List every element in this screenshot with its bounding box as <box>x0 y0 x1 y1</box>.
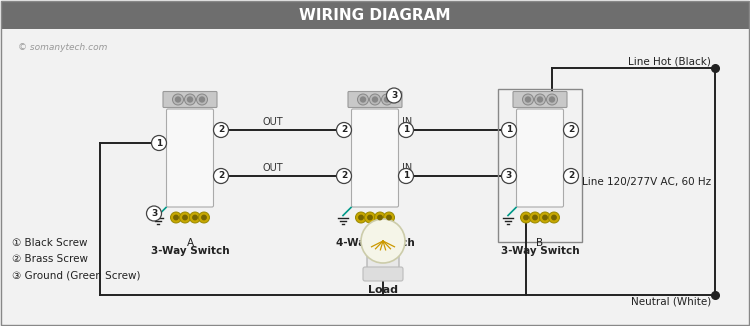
Circle shape <box>358 94 368 105</box>
Circle shape <box>502 169 517 184</box>
Circle shape <box>196 94 208 105</box>
FancyBboxPatch shape <box>166 109 214 207</box>
Circle shape <box>200 97 205 102</box>
Circle shape <box>193 215 197 220</box>
Text: 3: 3 <box>506 171 512 181</box>
Circle shape <box>188 97 193 102</box>
Text: 3: 3 <box>391 91 398 100</box>
Circle shape <box>358 215 363 220</box>
Circle shape <box>524 215 528 220</box>
Circle shape <box>214 123 229 138</box>
Text: 4-Way Switch: 4-Way Switch <box>336 239 414 248</box>
Circle shape <box>535 94 545 105</box>
Circle shape <box>172 94 184 105</box>
Text: 1: 1 <box>403 126 410 135</box>
Circle shape <box>547 94 557 105</box>
Circle shape <box>370 94 380 105</box>
Text: IN: IN <box>402 117 412 127</box>
Circle shape <box>548 212 560 223</box>
Text: 1: 1 <box>506 126 512 135</box>
Bar <box>498 88 582 242</box>
Text: OUT: OUT <box>262 117 283 127</box>
Circle shape <box>361 219 405 263</box>
Text: 1: 1 <box>156 139 162 147</box>
Circle shape <box>183 215 188 220</box>
Circle shape <box>550 97 554 102</box>
Circle shape <box>174 215 178 220</box>
Circle shape <box>337 169 352 184</box>
Circle shape <box>176 97 181 102</box>
Circle shape <box>543 215 548 220</box>
Circle shape <box>530 212 541 223</box>
Circle shape <box>520 212 532 223</box>
Circle shape <box>374 212 386 223</box>
Circle shape <box>563 123 578 138</box>
Circle shape <box>146 206 161 221</box>
Circle shape <box>378 215 382 220</box>
Text: OUT: OUT <box>262 163 283 173</box>
Circle shape <box>214 169 229 184</box>
Circle shape <box>387 215 392 220</box>
Text: 2: 2 <box>568 126 574 135</box>
Circle shape <box>532 215 537 220</box>
Text: Load: Load <box>368 285 398 295</box>
Circle shape <box>563 169 578 184</box>
Text: ③ Ground (Green Screw): ③ Ground (Green Screw) <box>12 270 140 280</box>
Circle shape <box>199 212 209 223</box>
Circle shape <box>539 212 550 223</box>
FancyBboxPatch shape <box>367 253 399 275</box>
Circle shape <box>398 169 413 184</box>
Text: Line Hot (Black): Line Hot (Black) <box>628 57 711 67</box>
Text: B: B <box>536 239 544 248</box>
Circle shape <box>383 212 394 223</box>
Text: ② Brass Screw: ② Brass Screw <box>12 254 88 264</box>
Circle shape <box>190 212 200 223</box>
Text: Neutral (White): Neutral (White) <box>631 297 711 307</box>
Text: 3-Way Switch: 3-Way Switch <box>151 246 230 257</box>
Text: WIRING DIAGRAM: WIRING DIAGRAM <box>299 7 451 22</box>
FancyBboxPatch shape <box>517 109 563 207</box>
Circle shape <box>523 94 533 105</box>
Circle shape <box>373 97 377 102</box>
Text: IN: IN <box>402 163 412 173</box>
Circle shape <box>502 123 517 138</box>
Text: 2: 2 <box>340 126 347 135</box>
Circle shape <box>364 212 376 223</box>
Circle shape <box>361 97 365 102</box>
Circle shape <box>202 215 206 220</box>
Circle shape <box>152 136 166 151</box>
Text: 3-Way Switch: 3-Way Switch <box>501 246 579 257</box>
Text: ① Black Screw: ① Black Screw <box>12 238 88 248</box>
Circle shape <box>552 215 556 220</box>
Circle shape <box>356 212 367 223</box>
Circle shape <box>179 212 190 223</box>
Text: 2: 2 <box>568 171 574 181</box>
Text: © somanytech.com: © somanytech.com <box>18 43 107 52</box>
Bar <box>1 1 749 29</box>
FancyBboxPatch shape <box>348 92 402 108</box>
Circle shape <box>385 97 389 102</box>
Circle shape <box>368 215 372 220</box>
Text: 2: 2 <box>217 171 224 181</box>
Circle shape <box>386 88 401 103</box>
FancyBboxPatch shape <box>352 109 398 207</box>
Circle shape <box>538 97 542 102</box>
Text: 2: 2 <box>217 126 224 135</box>
Text: Line 120/277V AC, 60 Hz: Line 120/277V AC, 60 Hz <box>582 176 711 186</box>
FancyBboxPatch shape <box>363 267 403 281</box>
FancyBboxPatch shape <box>163 92 217 108</box>
Circle shape <box>184 94 196 105</box>
Text: 1: 1 <box>403 171 410 181</box>
FancyBboxPatch shape <box>513 92 567 108</box>
Text: 3: 3 <box>151 209 157 218</box>
Text: A: A <box>187 239 194 248</box>
Circle shape <box>337 123 352 138</box>
Circle shape <box>170 212 182 223</box>
Circle shape <box>526 97 530 102</box>
Circle shape <box>398 123 413 138</box>
Text: 2: 2 <box>340 171 347 181</box>
Circle shape <box>382 94 392 105</box>
